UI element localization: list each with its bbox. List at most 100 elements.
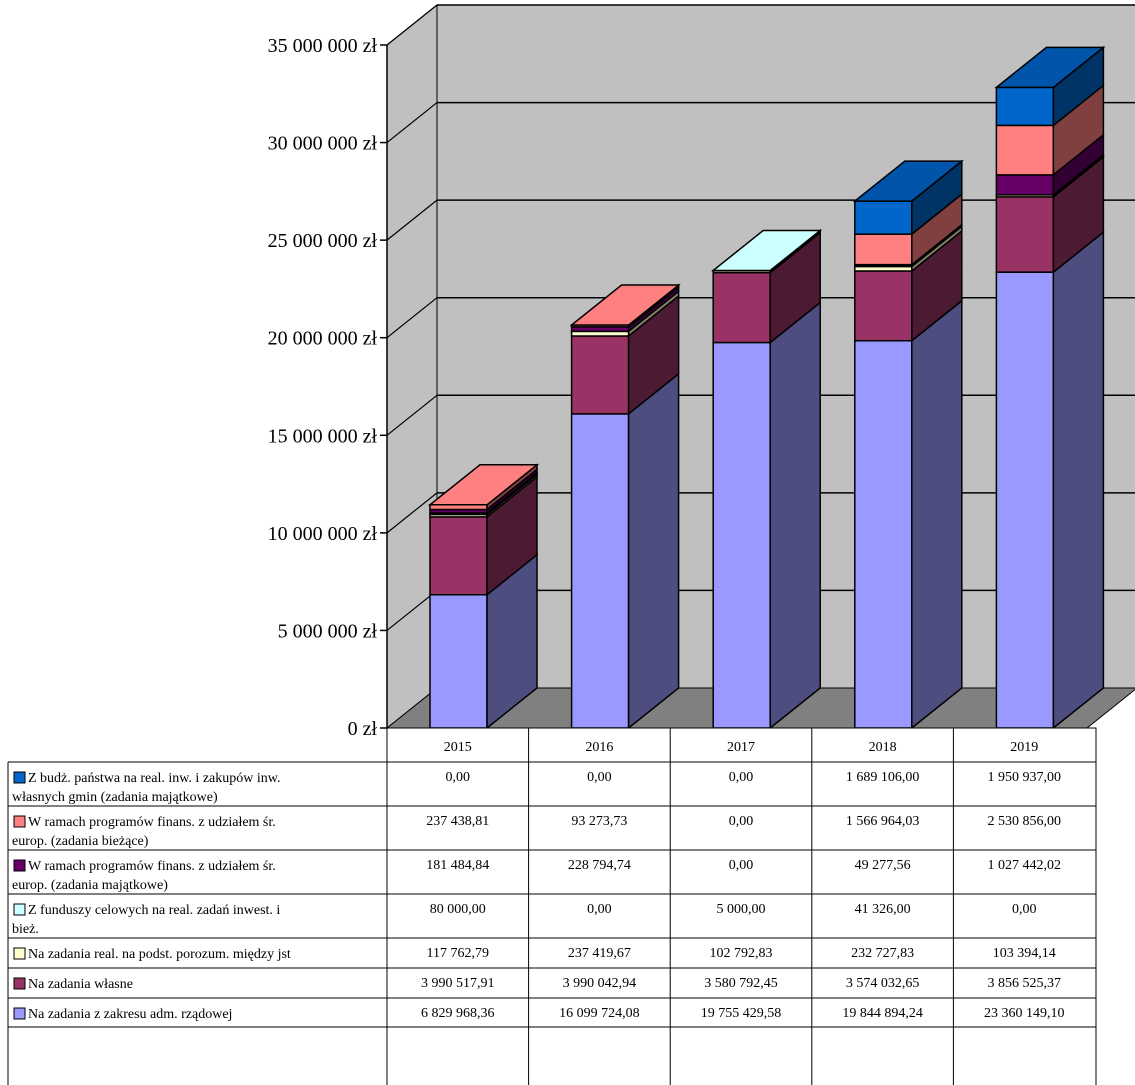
bar-segment-front <box>995 174 1055 196</box>
table-cell-value: 23 360 149,10 <box>984 1006 1065 1021</box>
table-cell-value: 103 394,14 <box>993 946 1056 961</box>
table-cell-value: 3 574 032,65 <box>846 976 920 991</box>
y-tick-label: 25 000 000 zł <box>268 230 378 252</box>
legend-label: Na zadania real. na podst. porozum. międ… <box>28 947 291 962</box>
table-cell-value: 237 438,81 <box>426 814 489 829</box>
table-cell-value: 1 689 106,00 <box>846 770 920 785</box>
value-axis: 0 zł 5 000 000 zł 10 000 000 zł 15 000 000 … <box>268 35 388 740</box>
y-tick-label: 35 000 000 zł <box>268 35 378 57</box>
bar-segment-front <box>712 271 771 344</box>
category-label: 2017 <box>727 740 755 755</box>
bar-segment-side <box>627 372 680 730</box>
bar-top <box>852 160 964 202</box>
legend-label: Z budż. państwa na real. inw. i zakupów … <box>28 771 280 786</box>
bar-segment-front <box>995 271 1055 729</box>
bar-top <box>569 284 681 326</box>
table-cell-value: 6 829 968,36 <box>421 1006 495 1021</box>
table-cell-value: 0,00 <box>587 902 612 917</box>
bar-segment-side <box>911 299 963 730</box>
bar-segment-front <box>712 341 771 729</box>
gridline-depth <box>386 589 438 631</box>
bar-segment-side <box>1052 230 1105 730</box>
table-cell-value: 1 027 442,02 <box>987 858 1061 873</box>
gridline-depth <box>386 297 438 339</box>
category-label: 2019 <box>1010 740 1038 755</box>
table-cell-value: 3 990 517,91 <box>421 976 495 991</box>
table-cell-value: 232 727,83 <box>851 946 914 961</box>
bar-segment-front <box>429 593 488 729</box>
table-cell-value: 102 792,83 <box>710 946 773 961</box>
bar-segment-front <box>995 196 1055 273</box>
table-cell-value: 2 530 856,00 <box>987 814 1061 829</box>
table-cell-value: 19 844 894,24 <box>842 1006 923 1021</box>
table-cell-value: 0,00 <box>729 858 754 873</box>
y-tick-label: 20 000 000 zł <box>268 328 378 350</box>
table-cell-value: 0,00 <box>729 814 754 829</box>
bar-segment-front <box>854 233 913 266</box>
table-cell-value: 93 273,73 <box>571 814 627 829</box>
legend-label: własnych gmin (zadania majątkowe) <box>12 790 218 805</box>
legend-label: Na zadania własne <box>28 977 133 992</box>
data-table: 2015 2016 2017 2018 2019 Z budż. państwa na r… <box>7 727 1097 1085</box>
legend-label: W ramach programów finans. z udziałem śr… <box>28 859 276 874</box>
table-cell-value: 3 580 792,45 <box>704 976 778 991</box>
table-cell-value: 228 794,74 <box>568 858 631 873</box>
table-cell-value: 5 000,00 <box>717 902 766 917</box>
category-label: 2015 <box>444 740 472 755</box>
legend-label: Na zadania z zakresu adm. rządowej <box>28 1007 232 1022</box>
legend-key <box>13 859 26 872</box>
legend-label: Z funduszy celowych na real. zadań inwes… <box>28 903 280 918</box>
legend-key <box>13 977 26 990</box>
category-label: 2018 <box>869 740 897 755</box>
legend-label: bież. <box>12 922 39 937</box>
table-cell-value: 181 484,84 <box>426 858 489 873</box>
table-cell-value: 3 990 042,94 <box>563 976 637 991</box>
table-cell-value: 1 566 964,03 <box>846 814 920 829</box>
table-cell-value: 3 856 525,37 <box>987 976 1061 991</box>
bar-segment-front <box>854 339 913 729</box>
table-cell-value: 237 419,67 <box>568 946 631 961</box>
table-cell-value: 0,00 <box>729 770 754 785</box>
legend-key <box>13 1007 26 1020</box>
legend-key <box>13 947 26 960</box>
bar-segment-front <box>995 86 1055 127</box>
legend-key <box>13 815 26 828</box>
table-cell-value: 117 762,79 <box>427 946 489 961</box>
legend-label: europ. (zadania bieżące) <box>12 834 149 849</box>
gridline-depth <box>386 492 438 534</box>
table-cell-value: 0,00 <box>587 770 612 785</box>
table-cell-value: 19 755 429,58 <box>701 1006 782 1021</box>
bar-segment-front <box>854 200 913 235</box>
y-tick-label: 10 000 000 zł <box>268 523 378 545</box>
table-cell-value: 0,00 <box>446 770 471 785</box>
y-tick-label: 5 000 000 zł <box>278 620 378 642</box>
bar-segment-front <box>995 124 1055 176</box>
gridline-depth <box>386 102 438 144</box>
bar-top <box>994 46 1106 89</box>
table-cell-value: 1 950 937,00 <box>987 770 1061 785</box>
table-cell-value: 0,00 <box>1012 902 1037 917</box>
bar-top <box>711 229 823 272</box>
gridline-depth <box>386 394 438 436</box>
bar-segment-front <box>570 335 630 415</box>
table-cell-value: 16 099 724,08 <box>559 1006 640 1021</box>
legend-key <box>13 771 26 784</box>
bar-segment-front <box>570 413 630 729</box>
table-cell-value: 80 000,00 <box>430 902 486 917</box>
category-label: 2016 <box>585 740 613 755</box>
legend-label: W ramach programów finans. z udziałem śr… <box>28 815 276 830</box>
bar-top <box>427 464 540 506</box>
table-cell-value: 41 326,00 <box>855 902 911 917</box>
legend-key <box>13 903 26 916</box>
chart-bars <box>427 45 1106 730</box>
table-cell-value: 49 277,56 <box>855 858 911 873</box>
gridline-depth <box>386 199 438 241</box>
gridline-depth <box>386 4 438 46</box>
legend-label: europ. (zadania majątkowe) <box>12 878 168 893</box>
y-tick-label: 30 000 000 zł <box>268 133 378 155</box>
bar-segment-side <box>769 300 821 730</box>
bar-segment-front <box>429 516 488 596</box>
bar-segment-front <box>854 270 913 342</box>
y-tick-label: 0 zł <box>348 718 378 740</box>
